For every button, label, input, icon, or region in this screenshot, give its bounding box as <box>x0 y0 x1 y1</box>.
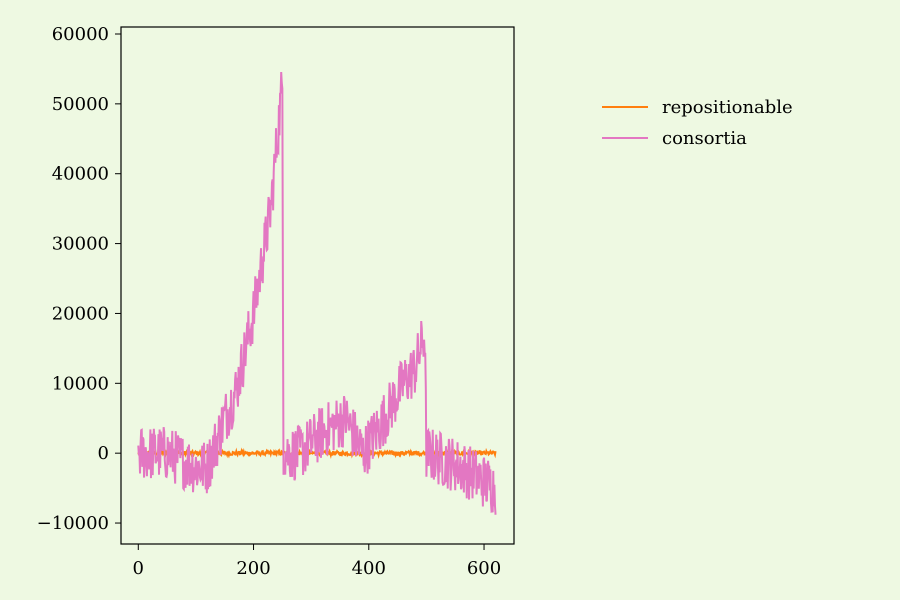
y-tick-label: −10000 <box>37 513 109 534</box>
x-tick-label: 400 <box>352 558 386 579</box>
y-tick-label: 50000 <box>52 94 109 115</box>
y-axis-ticks: −10000 0 10000 20000 30000 40000 50000 60000 <box>37 24 121 534</box>
y-tick-label: 40000 <box>52 164 109 185</box>
y-tick-label: 60000 <box>52 24 109 45</box>
y-tick-label: 10000 <box>52 373 109 394</box>
y-tick-label: 30000 <box>52 234 109 255</box>
x-tick-label: 200 <box>236 558 270 579</box>
plot-frame <box>120 26 515 545</box>
y-tick-label: 20000 <box>52 303 109 324</box>
legend-label-consortia: consortia <box>662 128 747 149</box>
legend-label-repositionable: repositionable <box>662 97 793 118</box>
legend: repositionable consortia <box>602 97 793 149</box>
y-tick-label: 0 <box>98 443 109 464</box>
x-tick-label: 600 <box>467 558 501 579</box>
series-lines <box>137 71 497 515</box>
x-tick-label: 0 <box>133 558 144 579</box>
series-line-consortia <box>137 71 497 515</box>
x-axis-ticks: 0 200 400 600 <box>133 544 501 579</box>
